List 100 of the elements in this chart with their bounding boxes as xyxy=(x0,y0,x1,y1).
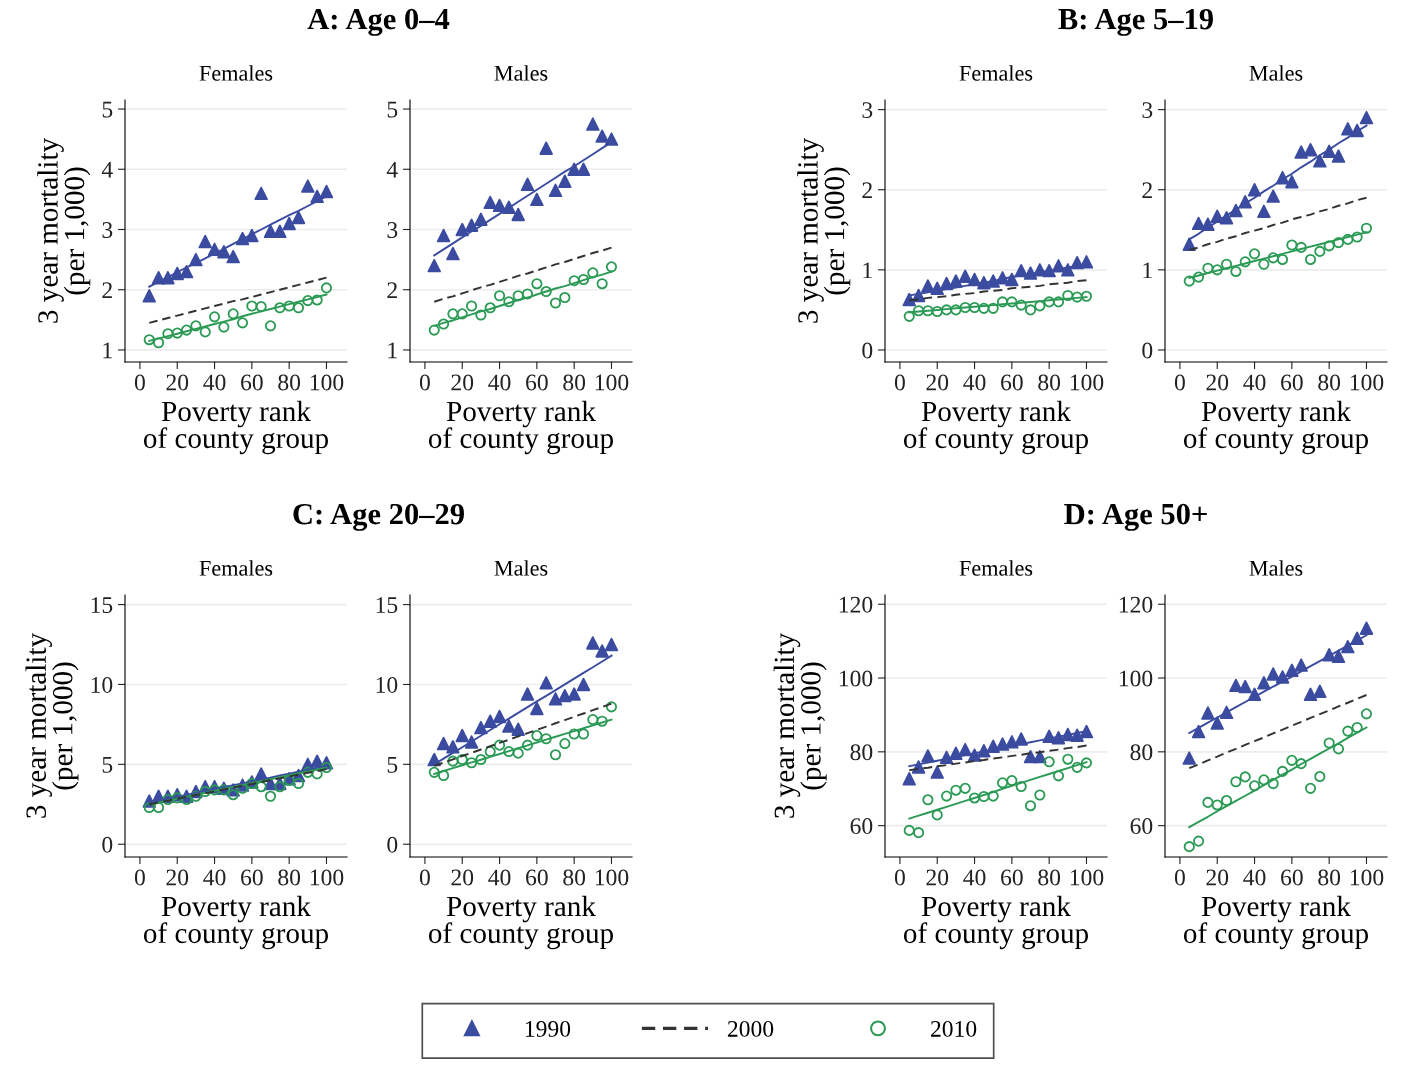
x-tick-label: 60 xyxy=(241,869,263,886)
y-tick-label: 4 xyxy=(101,161,113,178)
chart-subtitle: Females xyxy=(199,560,273,576)
y-tick-label: 3 xyxy=(387,222,398,238)
y-tick-label: 60 xyxy=(1130,818,1153,835)
y-axis-title: 3 year mortality (per 1,000) xyxy=(25,632,79,818)
x-tick-label: 40 xyxy=(963,374,986,391)
y-axis-title: 3 year mortality (per 1,000) xyxy=(797,137,851,323)
y-tick-label: 1 xyxy=(388,342,397,359)
chart-title: A: Age 0–4 xyxy=(307,8,450,36)
y-tick-label: 5 xyxy=(102,757,113,773)
y-tick-label: 120 xyxy=(839,596,873,613)
x-tick-label: 0 xyxy=(894,869,905,886)
y-tick-label: 5 xyxy=(387,101,398,118)
x-tick-label: 0 xyxy=(134,869,145,886)
chart-subtitle: Males xyxy=(1249,560,1303,576)
x-axis-title: Poverty rank of county group xyxy=(143,400,329,455)
x-tick-label: 40 xyxy=(963,869,986,886)
chart-title: B: Age 5–19 xyxy=(1058,8,1213,36)
y-tick-label: 0 xyxy=(102,836,113,853)
x-tick-label: 100 xyxy=(595,374,629,391)
y-tick-label: 15 xyxy=(91,597,113,614)
y-tick-label: 80 xyxy=(850,744,873,761)
chart-subtitle: Females xyxy=(959,65,1033,81)
legend-label: 1990 xyxy=(525,1020,571,1037)
y-tick-label: 120 xyxy=(1119,596,1153,613)
chart-subtitle: Males xyxy=(494,65,548,81)
x-tick-label: 60 xyxy=(1281,869,1303,886)
x-tick-label: 40 xyxy=(1243,374,1266,391)
y-tick-label: 0 xyxy=(1142,342,1153,359)
x-tick-label: 80 xyxy=(1038,869,1061,886)
x-tick-label: 100 xyxy=(1350,374,1384,391)
chart-title: C: Age 20–29 xyxy=(293,503,464,531)
x-tick-label: 40 xyxy=(488,869,511,886)
x-axis-title: Poverty rank of county group xyxy=(903,400,1089,455)
x-tick-label: 60 xyxy=(241,374,263,391)
x-tick-label: 0 xyxy=(1174,374,1185,391)
y-tick-label: 5 xyxy=(387,757,398,773)
x-tick-label: 80 xyxy=(1038,374,1061,391)
x-tick-label: 80 xyxy=(1318,869,1341,886)
legend-label: 2000 xyxy=(727,1020,774,1037)
x-axis-title: Poverty rank of county group xyxy=(1183,400,1369,455)
x-tick-label: 20 xyxy=(1206,374,1229,391)
chart-subtitle: Males xyxy=(494,560,548,576)
x-tick-label: 40 xyxy=(203,374,226,391)
x-tick-label: 20 xyxy=(926,869,949,886)
y-tick-label: 0 xyxy=(862,342,873,359)
y-tick-label: 2 xyxy=(1142,182,1152,198)
x-tick-label: 80 xyxy=(563,374,586,391)
y-tick-label: 3 xyxy=(102,222,113,238)
y-tick-label: 3 xyxy=(1142,102,1153,119)
y-tick-label: 2 xyxy=(387,282,397,298)
x-tick-label: 0 xyxy=(894,374,905,391)
x-tick-label: 80 xyxy=(278,869,301,886)
y-tick-label: 100 xyxy=(1119,670,1153,687)
chart-subtitle: Females xyxy=(199,65,273,81)
y-tick-label: 1 xyxy=(1143,262,1152,279)
x-tick-label: 0 xyxy=(419,869,430,886)
y-tick-label: 10 xyxy=(376,676,398,693)
x-tick-label: 80 xyxy=(278,374,301,391)
x-tick-label: 60 xyxy=(1281,374,1303,391)
x-tick-label: 60 xyxy=(526,374,548,391)
x-tick-label: 100 xyxy=(310,869,344,886)
x-axis-title: Poverty rank of county group xyxy=(903,895,1089,950)
y-tick-label: 15 xyxy=(376,597,398,614)
x-axis-title: Poverty rank of county group xyxy=(1183,895,1369,950)
y-tick-label: 2 xyxy=(102,282,112,298)
y-tick-label: 10 xyxy=(91,676,113,693)
y-tick-label: 100 xyxy=(839,670,873,687)
y-axis-title: 3 year mortality (per 1,000) xyxy=(773,632,827,818)
x-tick-label: 40 xyxy=(1243,869,1266,886)
x-tick-label: 80 xyxy=(563,869,586,886)
y-tick-label: 4 xyxy=(386,161,398,178)
y-tick-label: 0 xyxy=(387,836,398,853)
x-tick-label: 80 xyxy=(1318,374,1341,391)
x-tick-label: 0 xyxy=(419,374,430,391)
x-tick-label: 20 xyxy=(451,374,474,391)
x-axis-title: Poverty rank of county group xyxy=(428,895,614,950)
x-tick-label: 60 xyxy=(526,869,548,886)
x-axis-title: Poverty rank of county group xyxy=(143,895,329,950)
y-tick-label: 1 xyxy=(103,342,112,359)
y-tick-label: 2 xyxy=(862,182,872,198)
chart-title: D: Age 50+ xyxy=(1064,503,1207,531)
x-tick-label: 0 xyxy=(134,374,145,391)
x-tick-label: 100 xyxy=(310,374,344,391)
x-tick-label: 20 xyxy=(451,869,474,886)
x-tick-label: 100 xyxy=(595,869,629,886)
x-axis-title: Poverty rank of county group xyxy=(428,400,614,455)
x-tick-label: 100 xyxy=(1350,869,1384,886)
x-tick-label: 0 xyxy=(1174,869,1185,886)
y-tick-label: 1 xyxy=(863,262,872,279)
chart-subtitle: Males xyxy=(1249,65,1303,81)
x-tick-label: 40 xyxy=(488,374,511,391)
chart-subtitle: Females xyxy=(959,560,1033,576)
y-tick-label: 3 xyxy=(862,102,873,119)
x-tick-label: 20 xyxy=(926,374,949,391)
y-axis-title: 3 year mortality (per 1,000) xyxy=(37,137,91,323)
x-tick-label: 20 xyxy=(166,374,189,391)
x-tick-label: 40 xyxy=(203,869,226,886)
x-tick-label: 60 xyxy=(1001,374,1023,391)
